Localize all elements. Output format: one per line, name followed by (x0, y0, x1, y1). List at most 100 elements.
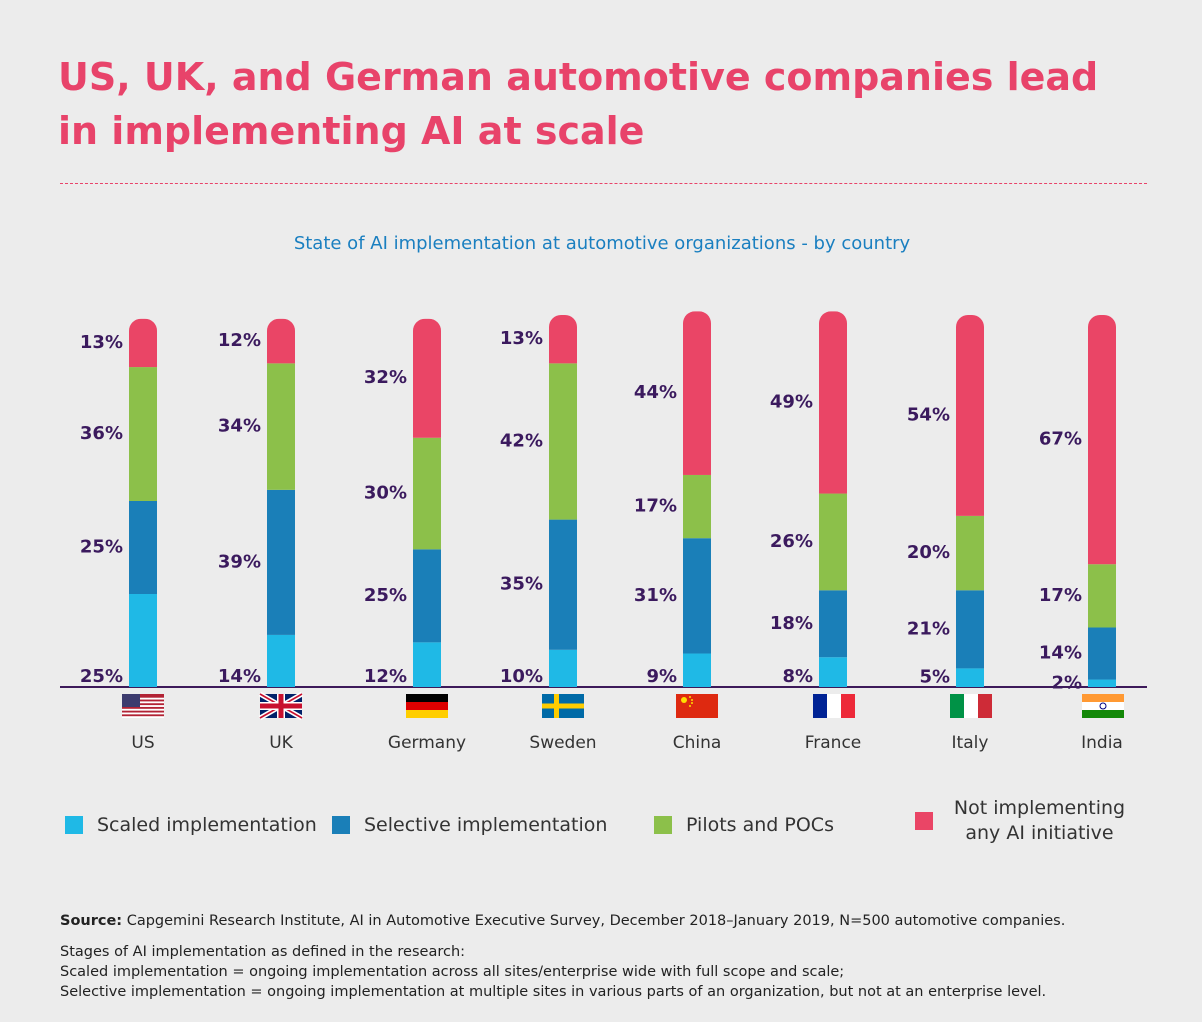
note: Stages of AI implementation as defined i… (60, 944, 466, 960)
bar-segment (267, 363, 295, 490)
x-tick-label: Italy (952, 733, 989, 753)
x-tick-label: Sweden (529, 733, 596, 753)
bar-segment (1088, 315, 1116, 565)
value-label: 42% (500, 430, 543, 451)
value-label: 12% (218, 330, 261, 351)
note: Scaled implementation = ongoing implemen… (60, 964, 845, 980)
bar-stack (413, 318, 441, 687)
bar-segment (819, 590, 847, 658)
bar-segment (683, 653, 711, 687)
bar-segment (1088, 679, 1116, 687)
value-label: 25% (80, 537, 123, 558)
bar-segment (683, 311, 711, 475)
bar-segment (549, 519, 577, 650)
legend-swatch (915, 812, 933, 830)
title: US, UK, and German automotive companies … (58, 55, 1099, 153)
source: Source: Capgemini Research Institute, AI… (60, 913, 1065, 929)
value-label: 17% (1039, 585, 1082, 606)
value-label: 67% (1039, 429, 1082, 450)
value-label: 44% (634, 382, 677, 403)
bar-segment (549, 649, 577, 687)
value-label: 13% (500, 328, 543, 349)
value-label: 36% (80, 423, 123, 444)
legend-swatch (65, 816, 83, 834)
bar-segment (129, 318, 157, 368)
value-label: 9% (646, 666, 677, 687)
flag-italy (950, 694, 992, 718)
bar-segment (549, 363, 577, 520)
value-label: 25% (364, 585, 407, 606)
value-label: 10% (500, 666, 543, 687)
bar-segment (956, 590, 984, 669)
value-label: 30% (364, 483, 407, 504)
legend-label: Not implementing any AI initiative (953, 797, 1126, 844)
bar-segment (956, 515, 984, 591)
flag-france (813, 694, 855, 718)
legend-item: Pilots and POCs (654, 814, 834, 836)
x-tick-label: Germany (388, 733, 466, 753)
bar-segment (1088, 627, 1116, 680)
bar-stack (1088, 315, 1116, 687)
value-label: 34% (218, 416, 261, 437)
chart: State of AI implementation at automotive… (60, 233, 1147, 753)
value-label: 26% (770, 531, 813, 552)
legend-swatch (332, 816, 350, 834)
value-label: 31% (634, 585, 677, 606)
flag-china (676, 694, 718, 718)
value-label: 14% (218, 666, 261, 687)
value-label: 12% (364, 666, 407, 687)
flag-india (1082, 694, 1124, 718)
value-label: 54% (907, 404, 950, 425)
value-label: 32% (364, 367, 407, 388)
legend-label: Scaled implementation (97, 814, 317, 836)
chart-subtitle: State of AI implementation at automotive… (294, 233, 911, 254)
value-label: 21% (907, 618, 950, 639)
bar-segment (549, 315, 577, 364)
legend-item: Selective implementation (332, 814, 607, 836)
bar-segment (819, 493, 847, 591)
value-label: 2% (1051, 672, 1082, 693)
bar-stack (956, 315, 984, 687)
x-tick-label: France (805, 733, 862, 753)
x-tick-label: US (131, 733, 154, 753)
value-label: 18% (770, 613, 813, 634)
legend-swatch (654, 816, 672, 834)
value-label: 5% (919, 667, 950, 688)
bar-segment (819, 311, 847, 494)
value-label: 35% (500, 574, 543, 595)
x-tick-label: India (1081, 733, 1123, 753)
bar-stack (129, 318, 157, 687)
value-label: 17% (634, 496, 677, 517)
bar-stack (267, 318, 295, 687)
source-label: Source: (60, 913, 123, 929)
bar-segment (413, 318, 441, 438)
value-label: 14% (1039, 643, 1082, 664)
bar-segment (413, 549, 441, 643)
x-tick-label: UK (269, 733, 293, 753)
value-label: 8% (782, 666, 813, 687)
flag-sweden (542, 694, 584, 718)
flag-uk (258, 691, 304, 721)
bar-segment (683, 538, 711, 654)
value-label: 13% (80, 332, 123, 353)
bar-segment (819, 657, 847, 687)
flag-us (122, 694, 164, 718)
x-tick-label: China (673, 733, 722, 753)
bar-segment (129, 501, 157, 594)
bar-segment (956, 668, 984, 687)
bar-segment (413, 642, 441, 687)
bar-segment (129, 594, 157, 687)
note: Selective implementation = ongoing imple… (60, 984, 1047, 1000)
bar-segment (1088, 564, 1116, 628)
legend-item: Not implementing any AI initiative (915, 796, 1132, 846)
legend-label: Pilots and POCs (686, 814, 834, 836)
bar-segment (267, 489, 295, 635)
legend-label: Selective implementation (364, 814, 608, 836)
bar-segment (267, 634, 295, 687)
bar-stack (683, 311, 711, 687)
source-text: Capgemini Research Institute, AI in Auto… (126, 913, 1066, 929)
value-label: 39% (218, 551, 261, 572)
divider (60, 183, 1147, 184)
value-label: 25% (80, 666, 123, 687)
